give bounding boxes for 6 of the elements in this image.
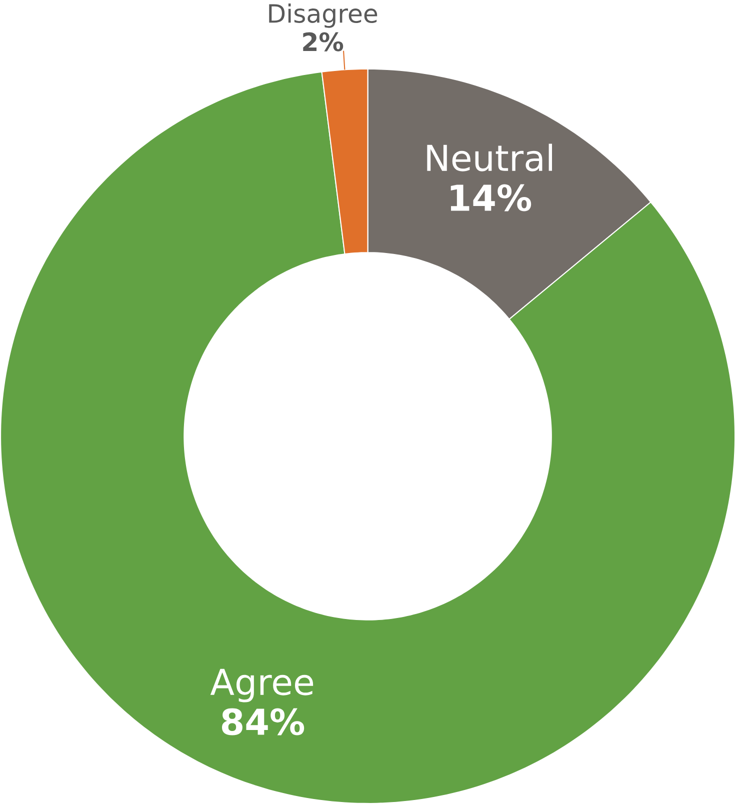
data-label: 84% xyxy=(222,708,304,736)
slice-label: Disagree xyxy=(269,4,378,28)
data-label: 2% xyxy=(303,32,344,52)
data-label: 14% xyxy=(451,184,532,212)
slice-label: Agree xyxy=(210,668,314,702)
slice-label: Neutral xyxy=(427,144,552,172)
